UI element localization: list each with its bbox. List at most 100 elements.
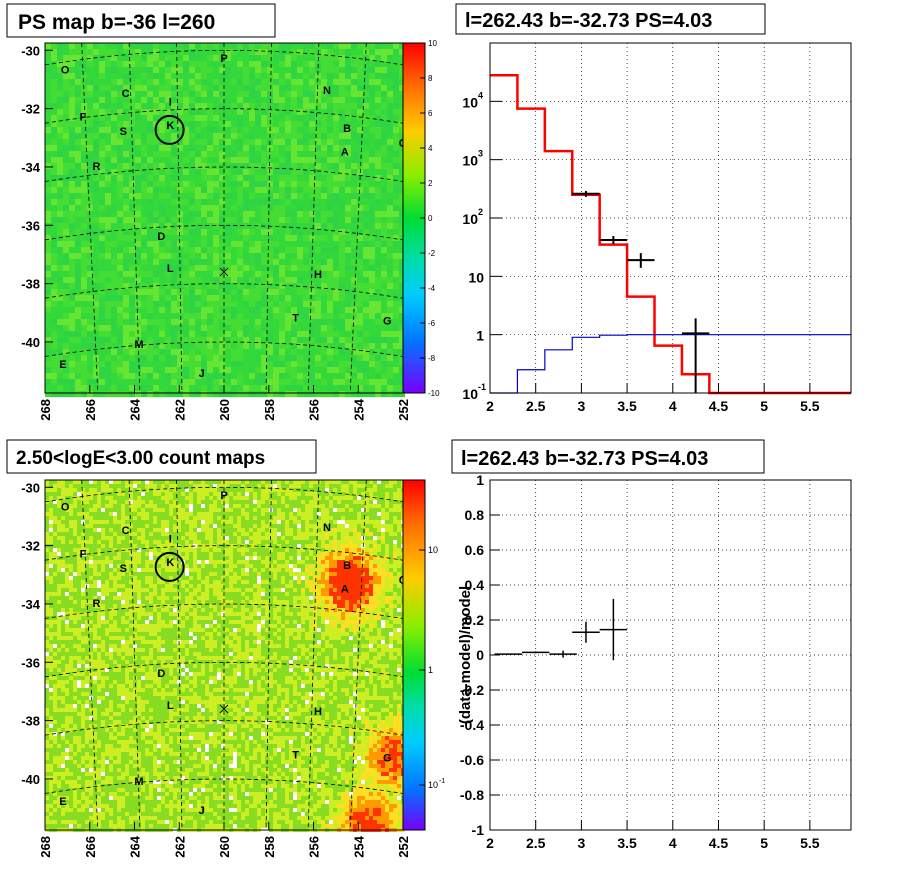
map-pixel <box>117 532 121 536</box>
map-pixel <box>393 504 397 508</box>
map-pixel <box>279 79 285 85</box>
map-pixel <box>141 532 145 536</box>
map-pixel <box>197 512 201 516</box>
map-pixel <box>105 187 111 193</box>
map-pixel <box>195 217 201 223</box>
map-pixel <box>157 504 161 508</box>
map-pixel <box>267 217 273 223</box>
map-pixel <box>397 512 401 516</box>
map-pixel <box>213 265 219 271</box>
map-pixel <box>183 271 189 277</box>
map-pixel <box>345 271 351 277</box>
map-pixel <box>53 512 57 516</box>
map-pixel <box>201 528 205 532</box>
map-pixel <box>387 79 393 85</box>
map-pixel <box>185 520 189 524</box>
map-pixel <box>197 500 201 504</box>
map-pixel <box>231 109 237 115</box>
map-pixel <box>53 484 57 488</box>
map-pixel <box>393 271 399 277</box>
map-pixel <box>69 181 75 187</box>
map-pixel <box>397 508 401 512</box>
map-pixel <box>301 504 305 508</box>
map-pixel <box>201 187 207 193</box>
map-pixel <box>241 532 245 536</box>
map-pixel <box>333 480 337 484</box>
map-pixel <box>195 43 201 49</box>
map-pixel <box>63 301 69 307</box>
map-pixel <box>201 79 207 85</box>
map-pixel <box>255 391 261 397</box>
map-pixel <box>205 488 209 492</box>
map-pixel <box>169 484 173 488</box>
map-pixel <box>327 277 333 283</box>
map-pixel <box>173 528 177 532</box>
map-pixel <box>345 289 351 295</box>
map-pixel <box>231 217 237 223</box>
map-pixel <box>141 91 147 97</box>
map-pixel <box>165 331 171 337</box>
map-pixel <box>351 133 357 139</box>
map-pixel <box>333 217 339 223</box>
map-pixel <box>387 139 393 145</box>
map-pixel <box>339 235 345 241</box>
map-pixel <box>369 343 375 349</box>
map-pixel <box>145 532 149 536</box>
map-pixel <box>321 199 327 205</box>
map-pixel <box>285 271 291 277</box>
map-pixel <box>277 524 281 528</box>
map-pixel <box>243 109 249 115</box>
map-pixel <box>205 516 209 520</box>
map-pixel <box>333 223 339 229</box>
map-pixel <box>357 500 361 504</box>
map-pixel <box>345 516 349 520</box>
map-pixel <box>255 259 261 265</box>
map-pixel <box>279 169 285 175</box>
map-pixel <box>273 325 279 331</box>
map-pixel <box>189 508 193 512</box>
map-pixel <box>339 241 345 247</box>
map-pixel <box>69 193 75 199</box>
map-pixel <box>237 157 243 163</box>
map-pixel <box>279 379 285 385</box>
map-pixel <box>45 91 51 97</box>
map-pixel <box>201 277 207 283</box>
map-pixel <box>245 524 249 528</box>
map-pixel <box>183 313 189 319</box>
map-pixel <box>137 500 141 504</box>
map-pixel <box>183 151 189 157</box>
map-pixel <box>117 496 121 500</box>
map-pixel <box>339 283 345 289</box>
map-pixel <box>225 127 231 133</box>
map-pixel <box>159 307 165 313</box>
map-pixel <box>291 115 297 121</box>
map-pixel <box>201 97 207 103</box>
map-pixel <box>333 528 337 532</box>
map-pixel <box>141 504 145 508</box>
map-pixel <box>105 385 111 391</box>
map-pixel <box>369 367 375 373</box>
map-pixel <box>89 536 93 540</box>
map-pixel <box>261 343 267 349</box>
map-pixel <box>171 205 177 211</box>
map-pixel <box>313 500 317 504</box>
map-pixel <box>243 211 249 217</box>
map-pixel <box>303 115 309 121</box>
map-pixel <box>357 516 361 520</box>
map-pixel <box>297 61 303 67</box>
map-pixel <box>315 211 321 217</box>
map-pixel <box>51 91 57 97</box>
map-pixel <box>303 307 309 313</box>
map-pixel <box>397 480 401 484</box>
map-pixel <box>129 289 135 295</box>
map-pixel <box>381 367 387 373</box>
map-pixel <box>387 109 393 115</box>
map-pixel <box>207 319 213 325</box>
map-pixel <box>285 247 291 253</box>
map-pixel <box>147 313 153 319</box>
map-pixel <box>345 205 351 211</box>
map-pixel <box>123 163 129 169</box>
map-pixel <box>101 512 105 516</box>
map-pixel <box>243 271 249 277</box>
map-pixel <box>189 205 195 211</box>
